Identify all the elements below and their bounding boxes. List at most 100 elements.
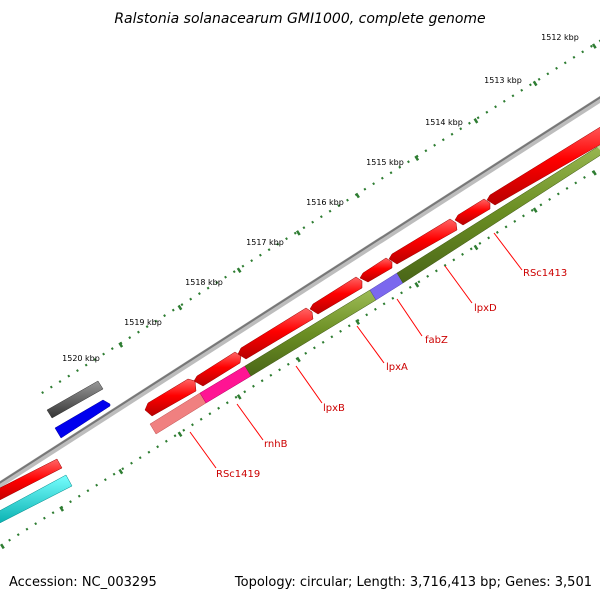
scale-dot xyxy=(58,380,62,384)
scale-dot xyxy=(224,275,227,279)
scale-dot xyxy=(539,203,543,207)
scale-tick xyxy=(59,506,65,512)
scale-dot xyxy=(452,258,456,262)
scale-dot xyxy=(528,83,532,87)
scale-dot xyxy=(112,472,116,476)
scale-dot xyxy=(513,219,517,223)
scale-dot xyxy=(258,253,262,257)
map-title: Ralstonia solanacearum GMI1000, complete… xyxy=(114,11,485,27)
cds-arrow xyxy=(193,351,242,387)
scale-dot xyxy=(163,314,166,318)
tick-label: 1518 kbp xyxy=(185,278,223,287)
cds-arrow xyxy=(486,126,600,206)
scale-dot xyxy=(276,242,280,246)
cds-track xyxy=(144,126,600,417)
scale-dot xyxy=(417,280,421,284)
scale-dot xyxy=(128,336,132,340)
scale-dot xyxy=(372,182,376,186)
scale-dot xyxy=(217,406,221,410)
scale-dot xyxy=(487,236,491,240)
scale-dot xyxy=(93,358,97,362)
scale-dot xyxy=(330,335,334,339)
scale-tick xyxy=(236,267,242,274)
scale-dot xyxy=(121,467,125,471)
tick-label: 1513 kbp xyxy=(484,76,522,85)
scale-dot xyxy=(102,352,106,356)
cds-arrow xyxy=(144,378,197,417)
scale-dot xyxy=(285,237,288,241)
scale-dot xyxy=(302,226,306,230)
scale-dot xyxy=(365,313,369,317)
scale-dot xyxy=(461,252,464,256)
tick-label: 1515 kbp xyxy=(366,158,404,167)
genome-backbone xyxy=(0,95,600,489)
scale-tick xyxy=(355,192,360,199)
scale-dot xyxy=(441,138,445,142)
scale-dot xyxy=(312,346,316,350)
grey-feature xyxy=(46,380,104,419)
scale-dot xyxy=(574,181,578,185)
scale-dot xyxy=(522,214,525,218)
scale-tick xyxy=(592,170,597,176)
tick-label: 1512 kbp xyxy=(541,33,579,42)
scale-tick xyxy=(236,394,242,400)
scale-dot xyxy=(311,220,315,224)
scale-dot xyxy=(469,247,473,251)
genome-summary-text: Topology: circular; Length: 3,716,413 bp… xyxy=(234,575,592,590)
scale-dot xyxy=(206,286,210,290)
scale-tick xyxy=(0,543,5,550)
scale-dot xyxy=(76,369,79,373)
scale-dot xyxy=(77,494,81,498)
tick-label: 1514 kbp xyxy=(425,118,463,127)
scale-dot xyxy=(182,428,186,432)
accession-text: Accession: NC_003295 xyxy=(9,575,157,590)
scale-dot xyxy=(556,192,560,196)
scale-dot xyxy=(267,248,271,252)
gene-leader-line xyxy=(236,403,264,441)
gene-leader-line xyxy=(356,325,385,364)
scale-dot xyxy=(138,456,142,460)
tick-label: 1520 kbp xyxy=(62,354,100,363)
scale-tick xyxy=(355,319,361,325)
scale-dot xyxy=(548,197,552,201)
scale-dot xyxy=(199,417,203,421)
scale-dot xyxy=(530,208,534,212)
gene-leader-line xyxy=(493,232,523,271)
gene-segment-lpxd-rsc1413 xyxy=(396,144,600,284)
scale-dot xyxy=(189,297,193,301)
scale-dot xyxy=(250,259,254,263)
scale-dot xyxy=(546,72,550,76)
scale-dot xyxy=(16,533,20,537)
scale-dot xyxy=(356,318,360,322)
scale-dot xyxy=(286,362,290,366)
scale-dot xyxy=(468,121,471,125)
scale-tick xyxy=(532,207,538,213)
scale-dot xyxy=(171,308,175,312)
scale-dot xyxy=(476,116,480,120)
tick-scale: 1512 kbp 1513 kbp 1514 kbp 1515 kbp 1516 kbp… xyxy=(0,33,600,550)
scale-dot xyxy=(511,94,515,98)
tick-label: 1517 kbp xyxy=(246,238,284,247)
scale-dot xyxy=(563,61,567,65)
scale-dot xyxy=(173,434,177,438)
scale-dot xyxy=(49,385,53,389)
gene-label: rnhB xyxy=(264,439,288,450)
scale-dot xyxy=(225,401,229,405)
tick-label: 1519 kbp xyxy=(124,318,162,327)
scale-dot xyxy=(241,264,245,268)
scale-dot xyxy=(581,50,585,54)
scale-dot xyxy=(450,132,454,136)
scale-dot xyxy=(234,395,238,399)
scale-dot xyxy=(154,319,158,323)
scale-tick xyxy=(295,230,301,236)
scale-dot xyxy=(408,285,412,289)
tick-label: 1516 kbp xyxy=(306,198,344,207)
gene-label: lpxA xyxy=(386,362,408,373)
cds-arrow xyxy=(237,307,314,360)
gene-label: RSc1419 xyxy=(216,469,260,480)
scale-dot xyxy=(495,230,499,234)
scale-dot xyxy=(398,165,402,169)
scale-dot xyxy=(319,215,323,219)
scale-dot xyxy=(373,307,377,311)
scale-dot xyxy=(84,363,88,367)
